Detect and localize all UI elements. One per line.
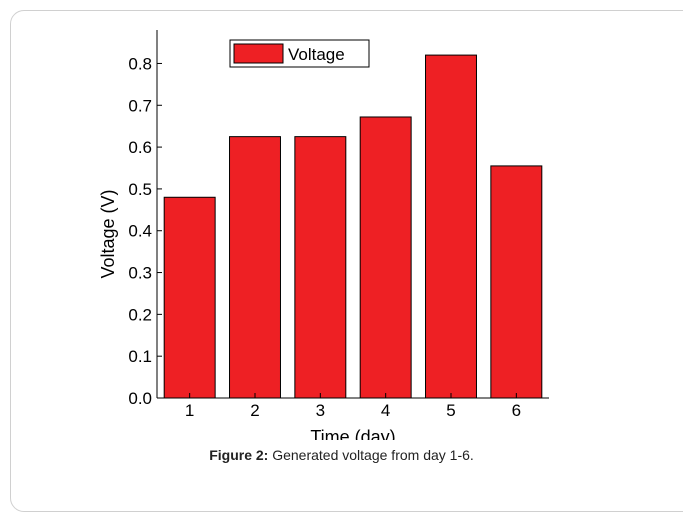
y-tick-label: 0.4 [128,222,152,241]
legend-label: Voltage [288,45,345,64]
x-tick-label: 3 [316,401,325,420]
bar-day-2 [229,136,281,399]
caption-text: Generated voltage from day 1-6. [268,447,474,463]
bar-day-4 [359,116,412,399]
legend: Voltage [229,39,370,68]
x-tick-label: 4 [381,401,390,420]
y-tick-label: 0.7 [128,96,152,115]
x-axis-label: Time (day) [310,427,395,440]
y-ticks-group: 0.0 0.1 0.2 0.3 0.4 0.5 0.6 0.7 0.8 [128,54,162,408]
voltage-bar-chart: 0.0 0.1 0.2 0.3 0.4 0.5 0.6 0.7 0.8 1 2 3 4 5 6 Volta… [98,30,549,440]
y-tick-label: 0.3 [128,264,152,283]
x-tick-label: 2 [250,401,259,420]
bar-day-5 [425,54,477,399]
y-tick-label: 0.2 [128,305,152,324]
figure-frame [10,10,683,512]
bars-group [163,54,543,399]
caption-label: Figure 2: [209,447,269,463]
bar-day-6 [490,165,543,399]
x-ticks-group: 1 2 3 4 5 6 [185,393,521,420]
figure-caption: Figure 2: Generated voltage from day 1-6… [0,447,683,463]
legend-swatch [233,43,284,64]
x-tick-label: 6 [512,401,521,420]
bar-day-1 [163,196,216,399]
bar-day-3 [294,136,347,399]
x-tick-label: 1 [185,401,194,420]
x-tick-label: 5 [446,401,455,420]
y-tick-label: 0.8 [128,54,152,73]
y-tick-label: 0.0 [128,389,152,408]
y-axis-label: Voltage (V) [98,189,118,278]
y-tick-label: 0.5 [128,180,152,199]
y-tick-label: 0.1 [128,347,152,366]
y-tick-label: 0.6 [128,138,152,157]
